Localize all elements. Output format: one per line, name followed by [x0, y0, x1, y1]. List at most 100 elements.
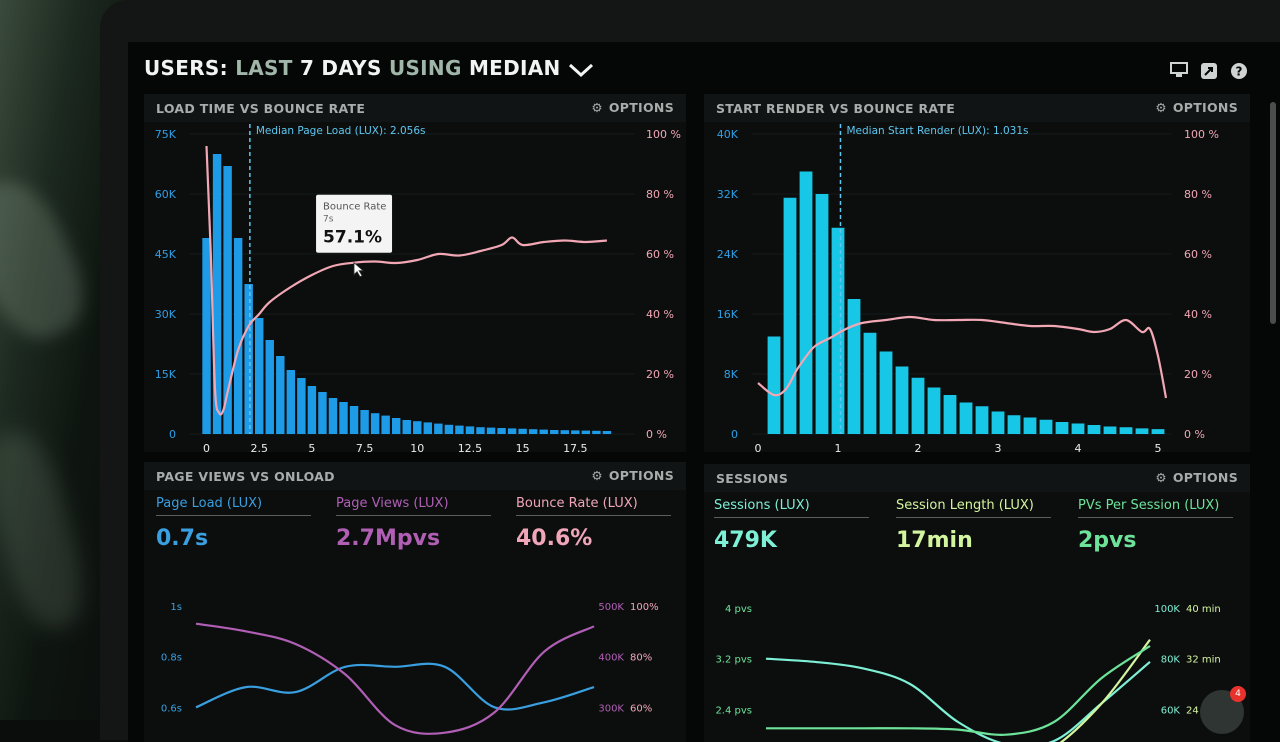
help-icon[interactable]: ?	[1230, 62, 1248, 80]
bar	[307, 386, 317, 434]
y-right-tick-label: 80 %	[646, 188, 674, 201]
y-right-tick-label: 40 %	[646, 308, 674, 321]
bar	[1151, 429, 1165, 434]
x-tick-label: 2.5	[250, 442, 268, 452]
options-button-load-time[interactable]: ⚙ OPTIONS	[591, 100, 674, 115]
bar	[212, 154, 222, 434]
page-views-chart: 1s0.8s0.6s0.4s500K400K300K200K100%80%60%…	[161, 602, 659, 735]
title-last: LAST	[235, 56, 293, 80]
metric-page-views: Page Views (LUX) 2.7Mpvs	[336, 496, 491, 551]
bar	[465, 426, 475, 434]
metric-value: 2.7Mpvs	[336, 526, 441, 551]
bar	[318, 392, 327, 434]
tooltip-value: 57.1%	[323, 228, 382, 248]
y-left-tick-label: 0.8s	[161, 653, 182, 664]
bar	[370, 413, 380, 434]
bar	[1007, 415, 1021, 434]
options-button-start-render[interactable]: ⚙ OPTIONS	[1155, 100, 1238, 115]
options-button-sessions[interactable]: ⚙ OPTIONS	[1155, 470, 1238, 485]
y-left-tick-label: 0.6s	[161, 703, 182, 714]
y-left-tick-label: 4 pvs	[725, 604, 752, 615]
title-median: MEDIAN	[468, 56, 561, 80]
metric-label: Bounce Rate (LUX)	[516, 496, 671, 516]
start-render-chart: 0 8K 16K 24K 32K 40K 0 % 20 % 40 % 60 % 80 % 100 % 0…	[717, 124, 1219, 452]
y-right2-tick-label: 40 min	[1186, 604, 1221, 615]
series-line	[195, 622, 595, 735]
scrollbar[interactable]	[1270, 102, 1276, 324]
bar	[879, 351, 893, 434]
bar	[391, 418, 401, 434]
series-line	[195, 662, 595, 711]
y-left-tick-label: 30K	[155, 308, 177, 321]
bar	[339, 402, 348, 434]
panel-title-start-render: START RENDER VS BOUNCE RATE	[716, 101, 956, 116]
x-tick-label: 15	[516, 442, 530, 452]
bounce-rate-line	[205, 145, 607, 416]
y-right2-tick-label: 100%	[630, 602, 659, 613]
bar	[518, 428, 527, 434]
bar	[959, 402, 973, 434]
bar	[550, 430, 559, 434]
cursor-icon	[353, 261, 365, 278]
header-icons: ?	[1170, 62, 1248, 80]
panel-header: PAGE VIEWS VS ONLOAD ⚙ OPTIONS	[144, 462, 686, 490]
bar	[507, 428, 517, 434]
y-right-tick-label: 500K	[598, 602, 624, 613]
y-right2-tick-label: 60%	[630, 703, 652, 714]
bar	[476, 427, 485, 434]
x-tick-label: 5	[1155, 442, 1162, 452]
bar	[1087, 425, 1101, 434]
bar	[975, 406, 989, 434]
y-right-tick-label: 100 %	[1184, 128, 1219, 141]
y-left-tick-label: 16K	[717, 308, 739, 321]
y-left-tick-label: 75K	[155, 128, 177, 141]
bar	[255, 318, 264, 434]
bar	[328, 398, 338, 434]
y-right-tick-label: 400K	[598, 653, 624, 664]
bar	[1103, 426, 1117, 434]
bar	[244, 284, 253, 434]
bar	[991, 411, 1005, 434]
panel-header: SESSIONS ⚙ OPTIONS	[704, 464, 1250, 492]
bar	[486, 427, 496, 434]
metric-page-load: Page Load (LUX) 0.7s	[156, 496, 311, 551]
metric-session-length: Session Length (LUX) 17min	[896, 498, 1051, 553]
metric-sessions: Sessions (LUX) 479K	[714, 498, 869, 553]
bar	[1135, 428, 1149, 434]
bar	[571, 430, 580, 434]
bar	[381, 415, 390, 434]
y-right-tick-label: 60K	[1161, 705, 1181, 716]
x-tick-label: 3	[995, 442, 1002, 452]
panel-sessions: SESSIONS ⚙ OPTIONS Sessions (LUX) 479K Se…	[704, 464, 1250, 742]
bar	[847, 299, 861, 434]
panel-title-sessions: SESSIONS	[716, 471, 789, 486]
tooltip-box	[316, 194, 393, 253]
panel-page-views: PAGE VIEWS VS ONLOAD ⚙ OPTIONS Page Load …	[144, 462, 686, 742]
gear-icon: ⚙	[591, 468, 603, 483]
y-right-tick-label: 0 %	[646, 428, 667, 441]
monitor-icon[interactable]	[1170, 62, 1188, 80]
panel-title-load-time: LOAD TIME VS BOUNCE RATE	[156, 101, 366, 116]
bar	[815, 194, 829, 434]
bar	[927, 387, 941, 434]
bar	[863, 332, 877, 434]
page-title[interactable]: USERS: LAST 7 DAYS USING MEDIAN	[144, 56, 594, 80]
y-right-tick-label: 60 %	[646, 248, 674, 261]
y-right2-tick-label: 32 min	[1186, 655, 1221, 666]
y-right-tick-label: 80K	[1161, 655, 1181, 666]
y-left-tick-label: 0	[731, 428, 738, 441]
bar	[581, 430, 591, 434]
chevron-down-icon[interactable]	[568, 62, 594, 78]
y-left-tick-label: 24K	[717, 248, 739, 261]
bar	[434, 423, 443, 434]
chat-button[interactable]: 4	[1200, 686, 1246, 734]
x-tick-label: 0	[203, 442, 210, 452]
bar	[911, 377, 925, 434]
panel-start-render: START RENDER VS BOUNCE RATE ⚙ OPTIONS 0 8K…	[704, 94, 1250, 452]
x-tick-label: 17.5	[563, 442, 588, 452]
y-right-tick-label: 100 %	[646, 128, 681, 141]
gear-icon: ⚙	[1155, 100, 1167, 115]
share-icon[interactable]	[1200, 62, 1218, 80]
bounce-rate-line	[757, 315, 1168, 399]
options-button-page-views[interactable]: ⚙ OPTIONS	[591, 468, 674, 483]
